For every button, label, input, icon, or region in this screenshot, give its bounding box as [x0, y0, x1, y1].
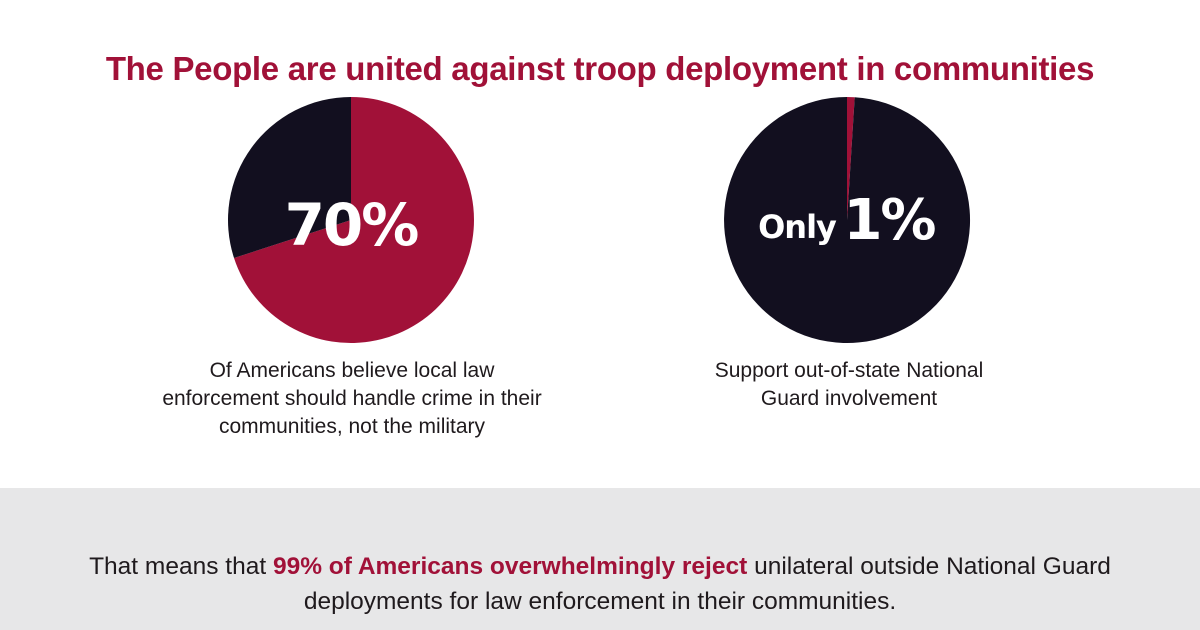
- pie-center-prefix: Only: [758, 208, 837, 246]
- pie-caption-national-guard: Support out-of-state National Guard invo…: [714, 359, 984, 410]
- summary-highlight: 99% of Americans overwhelmingly reject: [272, 552, 748, 580]
- summary-lead: That means that: [89, 552, 273, 580]
- pie-chart-local-enforcement: 70%: [227, 97, 474, 343]
- summary-band: [0, 488, 1200, 630]
- summary-tail: unilateral outside National Guard deploy…: [303, 552, 1111, 615]
- pie-slice-other: [724, 97, 971, 343]
- pie-chart-national-guard: Only 1%: [724, 96, 971, 343]
- pie-center-label: 70%: [285, 191, 419, 259]
- pie-slice-local-enforcement: [234, 97, 474, 343]
- pie-slice-support-guard: [847, 96, 855, 220]
- pie-center-label: 1%: [843, 188, 935, 253]
- summary-text: That means that 99% of Americans overwhe…: [60, 549, 1140, 619]
- pie-caption-local-enforcement: Of Americans believe local law enforceme…: [162, 359, 542, 438]
- page-title: The People are united against troop depl…: [105, 50, 1095, 88]
- pie-slice-other: [227, 97, 351, 259]
